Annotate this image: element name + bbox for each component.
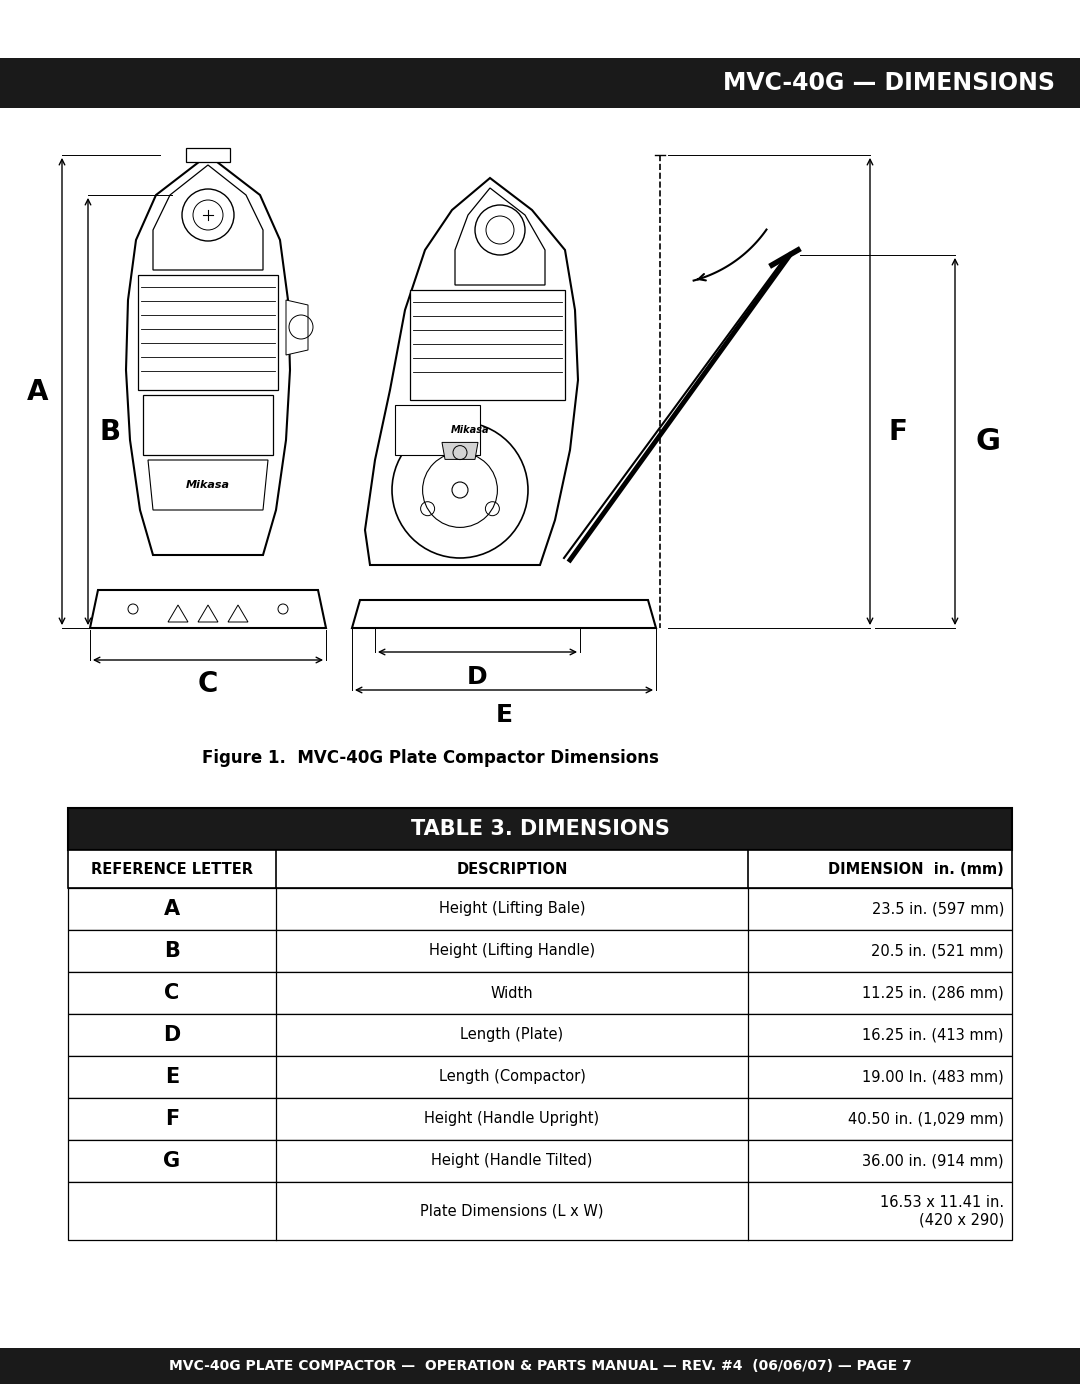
Text: A: A [27,377,49,405]
Text: F: F [165,1109,179,1129]
Text: 11.25 in. (286 mm): 11.25 in. (286 mm) [862,985,1004,1000]
Bar [0,1348,1080,1384]
Bar [68,1014,1012,1056]
Bar [68,1056,1012,1098]
Polygon shape [198,605,218,622]
Circle shape [278,604,288,615]
Bar [0,59,1080,108]
Bar [143,395,273,455]
Polygon shape [286,300,308,355]
Bar [68,807,1012,849]
Bar [186,148,230,162]
Text: E: E [496,703,513,726]
Circle shape [129,604,138,615]
Text: Width: Width [490,985,534,1000]
Bar [68,1182,1012,1241]
Polygon shape [153,165,264,270]
Polygon shape [365,177,578,564]
Text: C: C [164,983,179,1003]
Polygon shape [228,605,248,622]
Bar [68,930,1012,972]
Text: 16.25 in. (413 mm): 16.25 in. (413 mm) [863,1028,1004,1042]
Text: Height (Handle Tilted): Height (Handle Tilted) [431,1154,593,1168]
Text: E: E [165,1067,179,1087]
Polygon shape [410,291,565,400]
Polygon shape [126,155,291,555]
Text: G: G [163,1151,180,1171]
Text: F: F [889,418,907,446]
Text: A: A [164,900,180,919]
Text: REFERENCE LETTER: REFERENCE LETTER [91,862,253,876]
Text: Length (Plate): Length (Plate) [460,1028,564,1042]
Text: TABLE 3. DIMENSIONS: TABLE 3. DIMENSIONS [410,819,670,840]
Text: B: B [164,942,180,961]
Polygon shape [90,590,326,629]
Text: B: B [99,418,121,446]
Text: 16.53 x 11.41 in.
(420 x 290): 16.53 x 11.41 in. (420 x 290) [880,1194,1004,1227]
Text: 36.00 in. (914 mm): 36.00 in. (914 mm) [862,1154,1004,1168]
Text: G: G [975,427,1000,455]
Text: Height (Lifting Handle): Height (Lifting Handle) [429,943,595,958]
Text: Mikasa: Mikasa [186,481,230,490]
Bar [395,405,480,455]
Text: Figure 1.  MVC-40G Plate Compactor Dimensions: Figure 1. MVC-40G Plate Compactor Dimens… [202,749,659,767]
Bar [68,849,1012,888]
Circle shape [453,482,468,497]
Text: DIMENSION  in. (mm): DIMENSION in. (mm) [828,862,1004,876]
Bar [68,972,1012,1014]
Text: C: C [198,671,218,698]
Text: D: D [468,665,488,689]
Text: 19.00 In. (483 mm): 19.00 In. (483 mm) [862,1070,1004,1084]
Bar [68,888,1012,930]
Text: MVC-40G — DIMENSIONS: MVC-40G — DIMENSIONS [723,71,1055,95]
Polygon shape [455,189,545,285]
Polygon shape [138,275,278,390]
Bar [68,1140,1012,1182]
Text: D: D [163,1025,180,1045]
Polygon shape [352,599,656,629]
Bar [68,1098,1012,1140]
Text: Height (Lifting Bale): Height (Lifting Bale) [438,901,585,916]
Text: MVC-40G PLATE COMPACTOR —  OPERATION & PARTS MANUAL — REV. #4  (06/06/07) — PAGE: MVC-40G PLATE COMPACTOR — OPERATION & PA… [168,1359,912,1373]
Text: 40.50 in. (1,029 mm): 40.50 in. (1,029 mm) [848,1112,1004,1126]
Polygon shape [148,460,268,510]
Polygon shape [442,443,478,460]
Text: Height (Handle Upright): Height (Handle Upright) [424,1112,599,1126]
Text: Plate Dimensions (L x W): Plate Dimensions (L x W) [420,1203,604,1218]
Text: Mikasa: Mikasa [450,425,489,434]
Text: 20.5 in. (521 mm): 20.5 in. (521 mm) [872,943,1004,958]
Text: 23.5 in. (597 mm): 23.5 in. (597 mm) [872,901,1004,916]
Text: Length (Compactor): Length (Compactor) [438,1070,585,1084]
Polygon shape [168,605,188,622]
Text: DESCRIPTION: DESCRIPTION [457,862,568,876]
